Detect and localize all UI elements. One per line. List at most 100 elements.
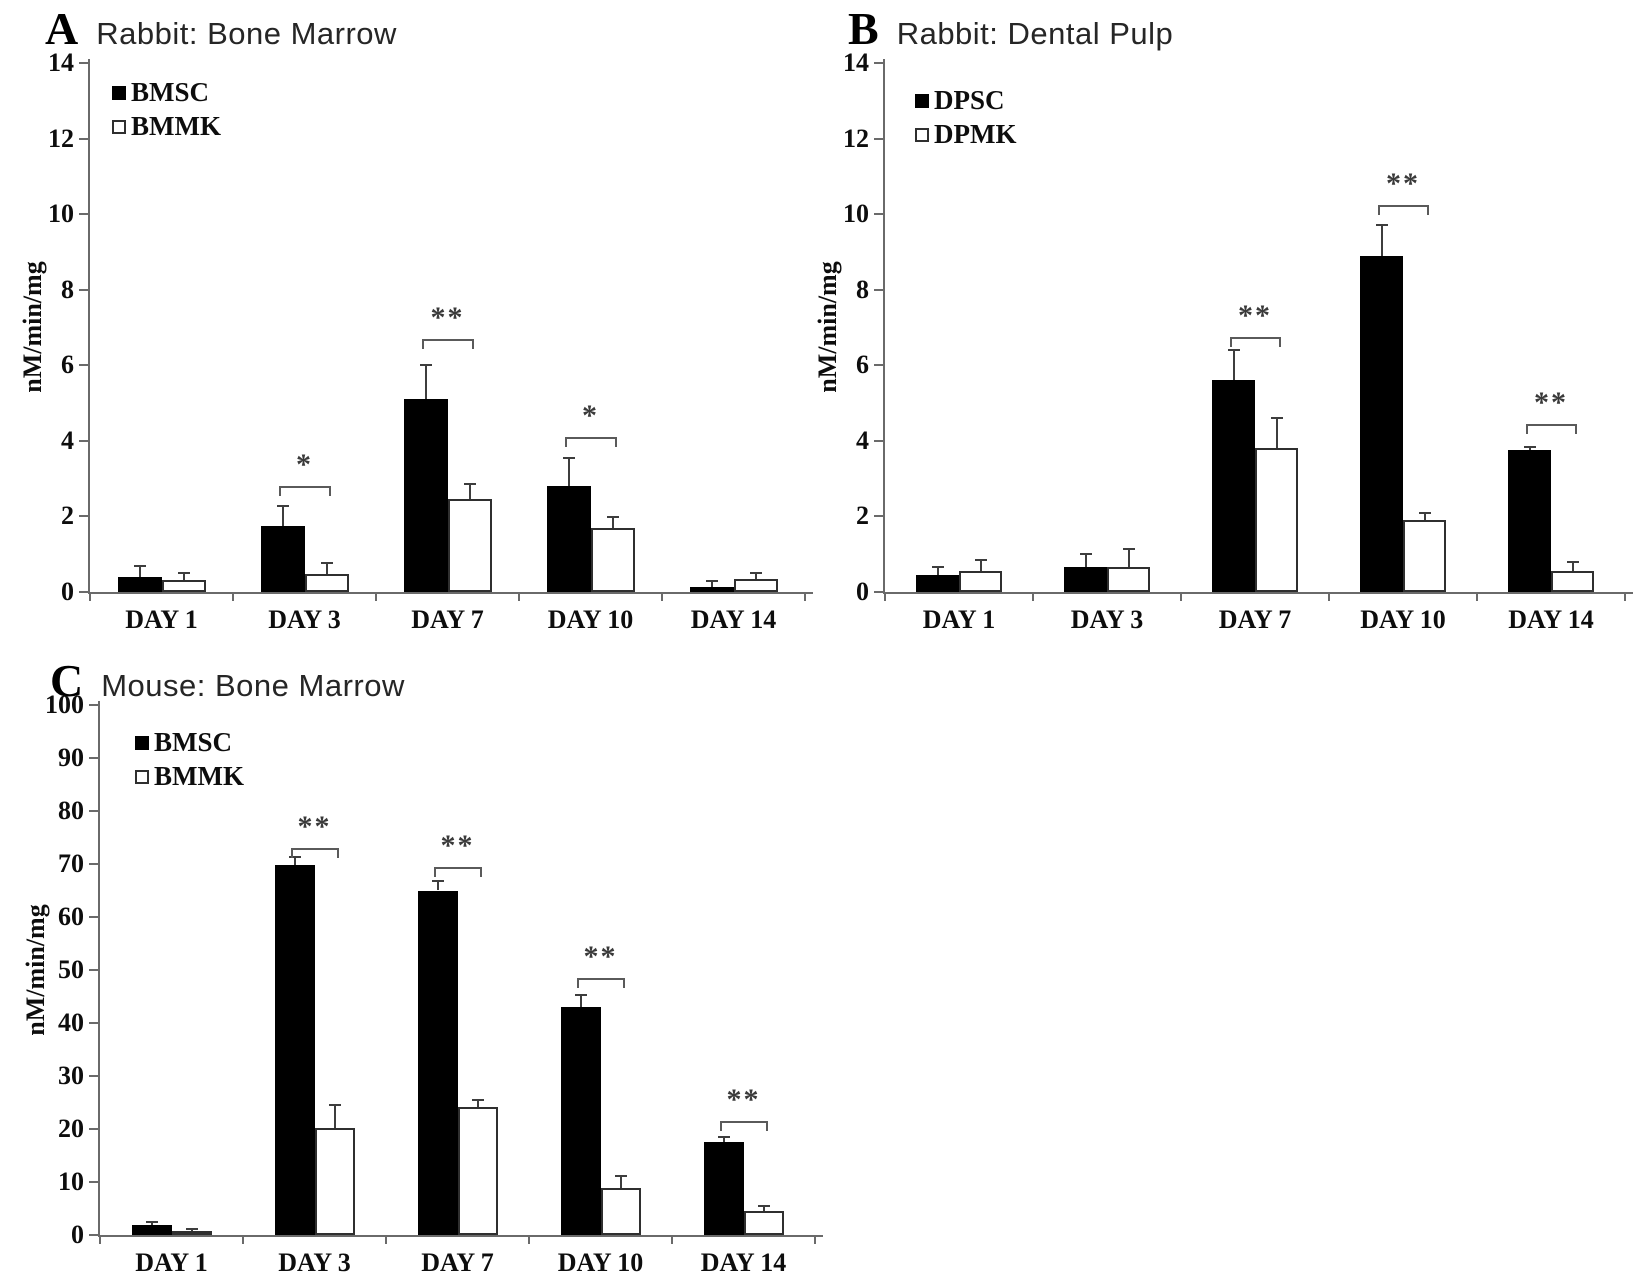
y-tick-label: 70 (58, 849, 84, 878)
x-axis-tick (385, 1235, 387, 1244)
error-bar-cap (177, 572, 190, 575)
significance-label: ** (297, 810, 332, 844)
x-axis-tick (1328, 592, 1330, 601)
y-axis-tick (89, 969, 98, 971)
error-bar-cap (320, 561, 333, 564)
error-bar (1571, 561, 1574, 572)
error-bar (611, 517, 614, 528)
x-category-label: DAY 10 (557, 1248, 644, 1277)
y-tick-label: 4 (856, 425, 869, 455)
x-axis-line (88, 592, 813, 594)
error-bar-cap (757, 1205, 770, 1208)
panel-title: Rabbit: Dental Pulp (896, 16, 1174, 51)
bar-bmsc-day-14 (689, 587, 734, 592)
y-tick-label: 8 (61, 274, 74, 304)
y-axis-tick (89, 1022, 98, 1024)
error-bar (182, 573, 185, 580)
error-bar-cap (1523, 445, 1536, 448)
x-axis-tick (518, 592, 520, 601)
y-tick-label: 0 (71, 1220, 84, 1249)
y-axis-tick (874, 137, 883, 140)
error-bar-cap (1418, 511, 1431, 514)
y-axis-tick (79, 62, 88, 64)
x-category-label: DAY 7 (411, 605, 484, 634)
x-category-label: DAY 1 (135, 1248, 208, 1277)
x-category-label: DAY 14 (1508, 605, 1594, 634)
x-axis-line (883, 592, 1633, 594)
y-axis-tick (79, 288, 88, 291)
y-axis-tick (874, 439, 883, 442)
x-category-label: DAY 7 (421, 1248, 494, 1277)
bar-dpmk-day-3 (1107, 567, 1150, 592)
significance-bracket (278, 486, 331, 497)
x-axis-tick (89, 592, 91, 601)
y-tick-label: 80 (58, 796, 84, 825)
bar-bmmk-day-3 (314, 1127, 355, 1235)
error-bar-cap (974, 558, 987, 561)
error-bar-cap (471, 1098, 484, 1101)
legend-swatch-bmsc (112, 86, 126, 100)
bar-dpsc-day-1 (916, 574, 959, 592)
error-bar (762, 1206, 765, 1212)
error-bar-cap (145, 1221, 158, 1224)
panel-letter: B (848, 3, 879, 54)
bar-bmsc-day-3 (260, 525, 305, 592)
error-bar (619, 1175, 622, 1189)
panel-rabbit-bone-marrow: A Rabbit: Bone Marrow 0 2 4 6 8 10 12 14 DAY 1 DA… (0, 0, 820, 640)
y-axis-tick (874, 62, 883, 64)
significance-label: * (582, 399, 599, 433)
significance-label: ** (726, 1083, 761, 1117)
y-tick-label: 8 (856, 274, 869, 304)
significance-bracket (576, 977, 625, 988)
x-category-label: DAY 1 (125, 605, 198, 634)
bar-dpsc-day-7 (1212, 380, 1255, 592)
y-tick-label: 30 (58, 1061, 84, 1090)
error-bar (476, 1099, 479, 1107)
error-bar (1380, 225, 1383, 256)
error-bar (722, 1137, 725, 1143)
panel-header: B Rabbit: Dental Pulp (848, 2, 1173, 55)
error-bar-cap (419, 363, 432, 366)
y-tick-label: 40 (58, 1008, 84, 1037)
error-bar (1275, 418, 1278, 449)
bar-bmmk-day-3 (304, 573, 349, 592)
significance-bracket (1377, 204, 1429, 215)
error-bar-cap (1566, 560, 1579, 563)
significance-bracket (564, 437, 617, 448)
error-bar-cap (749, 572, 762, 575)
x-axis-tick (242, 1235, 244, 1244)
y-axis-line (88, 59, 90, 592)
bar-dpmk-day-10 (1403, 520, 1446, 592)
error-bar (325, 562, 328, 574)
error-bar-cap (614, 1174, 627, 1177)
y-axis-title: nM/min/mg (21, 904, 50, 1036)
y-axis-line (98, 701, 100, 1235)
bar-dpmk-day-7 (1255, 448, 1298, 592)
x-category-label: DAY 10 (1360, 605, 1446, 634)
bar-bmmk-day-1 (171, 1230, 212, 1235)
y-axis-tick (79, 137, 88, 140)
y-axis-tick (874, 364, 883, 367)
x-category-label: DAY 10 (547, 605, 634, 634)
y-axis-tick (89, 1075, 98, 1077)
x-category-label: DAY 14 (690, 605, 777, 634)
y-tick-label: 60 (58, 902, 84, 931)
y-tick-label: 2 (61, 501, 74, 531)
bar-bmmk-day-10 (600, 1188, 641, 1235)
panel-title: Mouse: Bone Marrow (101, 668, 405, 703)
y-axis-tick (79, 364, 88, 367)
error-bar-cap (431, 879, 444, 882)
x-axis-tick (814, 1235, 816, 1244)
bar-chart-rabbit-bone-marrow: 0 2 4 6 8 10 12 14 DAY 1 DAY 3 DAY 7 DAY 10 DAY 14 * *… (0, 0, 820, 640)
legend-label-bmmk: BMMK (154, 761, 244, 791)
bar-bmsc-day-7 (403, 399, 448, 592)
x-axis-tick (884, 592, 886, 601)
x-category-label: DAY 7 (1218, 605, 1292, 634)
legend-label-dpsc: DPSC (934, 85, 1005, 115)
significance-label: ** (430, 300, 465, 334)
bar-bmsc-day-10 (546, 486, 591, 592)
significance-label: * (296, 448, 313, 482)
y-tick-label: 100 (45, 690, 84, 719)
y-tick-label: 0 (856, 577, 869, 606)
